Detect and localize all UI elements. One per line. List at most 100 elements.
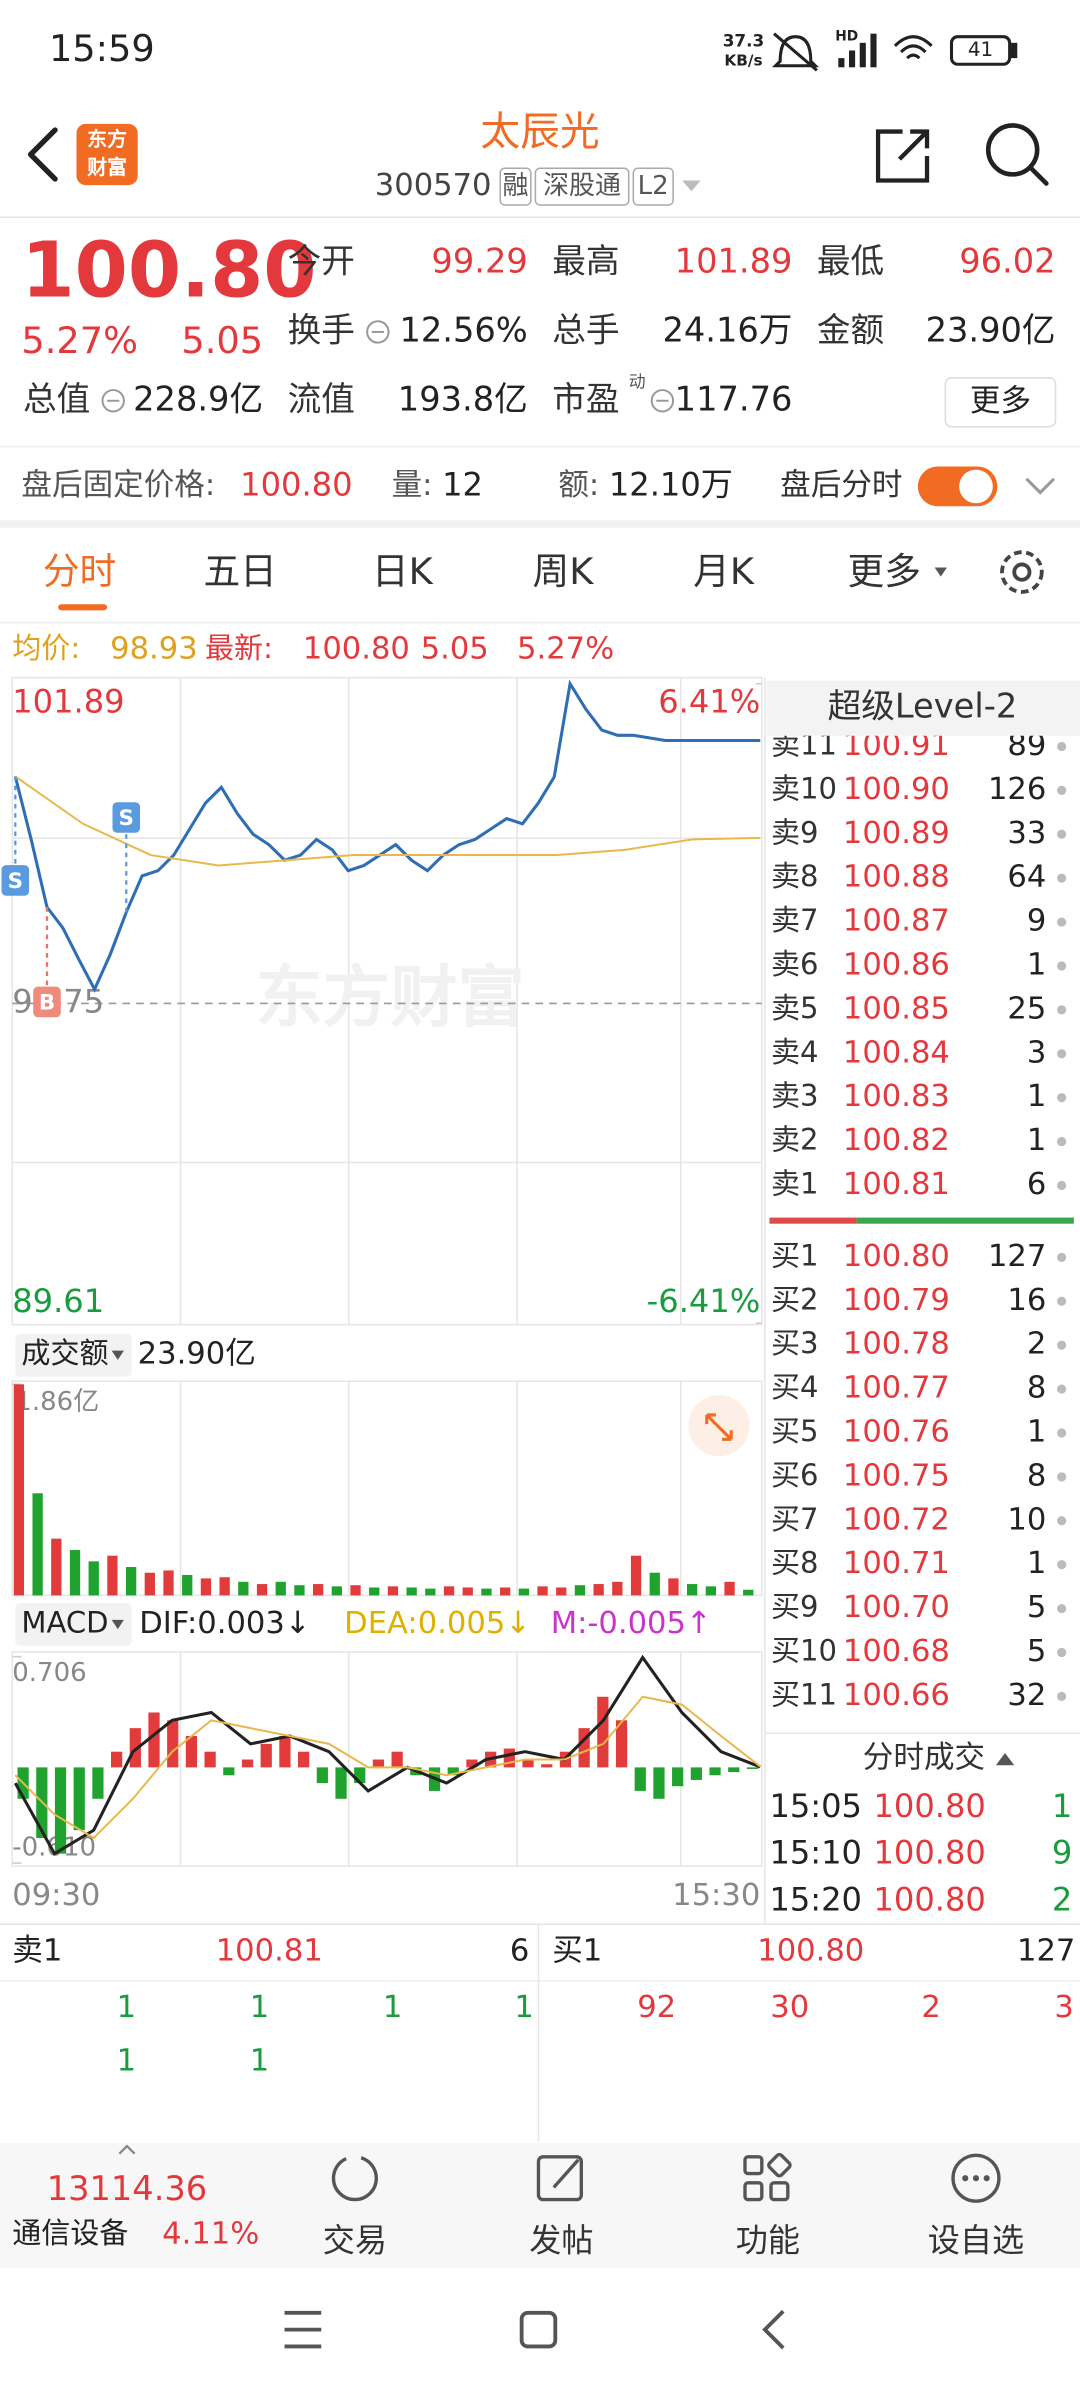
level-volume: 1	[1027, 1414, 1046, 1449]
indicator-name[interactable]: 成交额	[21, 1336, 108, 1370]
level-dot	[1057, 1252, 1067, 1262]
level-price: 100.85	[843, 991, 950, 1026]
macd-bar	[391, 1751, 403, 1768]
tab[interactable]: 五日	[203, 550, 276, 593]
level-price: 100.84	[843, 1035, 950, 1070]
macd-bar	[185, 1735, 198, 1768]
volume-bar	[481, 1588, 492, 1596]
collapse-arrow[interactable]	[995, 1752, 1015, 1766]
info-icon[interactable]	[101, 389, 125, 413]
more-button[interactable]	[944, 377, 1057, 428]
macd-bar	[372, 1759, 385, 1768]
app-logo	[76, 123, 138, 186]
share-button[interactable]	[875, 129, 930, 183]
volume-bar	[668, 1578, 679, 1596]
stock-name: 太辰光	[480, 109, 599, 155]
level-label: 买2	[771, 1282, 819, 1316]
home-button[interactable]	[519, 2310, 558, 2349]
info-icon[interactable]	[366, 320, 390, 344]
sector-name[interactable]: 通信设备	[12, 2216, 128, 2250]
stock-code: 300570	[375, 168, 492, 203]
back-nav-button[interactable]	[762, 2309, 785, 2350]
field-value: 228.9亿	[133, 379, 263, 418]
queue-volume: 127	[1017, 1933, 1075, 1968]
settings-button[interactable]	[1000, 550, 1044, 594]
bottom-button[interactable]: 设自选	[928, 2221, 1024, 2259]
info-icon[interactable]	[650, 389, 675, 413]
level-price: 100.81	[843, 1167, 950, 1202]
search-button[interactable]	[985, 123, 1049, 186]
level-price: 100.89	[843, 816, 950, 851]
dropdown-arrow[interactable]	[682, 180, 701, 192]
trades-title[interactable]: 分时成交	[863, 1741, 985, 1776]
more-label[interactable]: 更多	[970, 384, 1031, 419]
trade-time: 15:10	[769, 1834, 862, 1872]
volume-bar	[312, 1584, 324, 1596]
queue-price: 100.80	[757, 1933, 864, 1968]
volume-bar	[294, 1585, 305, 1596]
back-button[interactable]	[27, 127, 58, 182]
marker-label: S	[8, 869, 23, 894]
trade-marker[interactable]	[112, 802, 141, 833]
change-value: 5.05	[421, 632, 489, 667]
bottom-icons	[331, 2152, 1001, 2203]
bar-handle	[118, 2144, 136, 2155]
after-hours-label: 盘后固定价格:	[21, 468, 215, 503]
net-speed: 37.3	[723, 30, 764, 50]
level-volume: 9	[1027, 904, 1046, 939]
macd-bar	[597, 1696, 609, 1768]
tab[interactable]: 月K	[693, 550, 755, 593]
tab[interactable]: 更多	[847, 550, 920, 593]
tab[interactable]: 周K	[533, 550, 595, 593]
bottom-button[interactable]: 功能	[736, 2221, 800, 2259]
macd-bar	[354, 1767, 366, 1784]
pe-mark: 动	[629, 371, 646, 391]
bottom-button[interactable]: 发帖	[529, 2221, 593, 2259]
series-line	[14, 1695, 761, 1840]
macd-bar	[92, 1767, 104, 1799]
bid-bar	[856, 1217, 1074, 1224]
indicator-name[interactable]: MACD	[21, 1605, 108, 1639]
level-label: 卖2	[771, 1123, 819, 1157]
bottom-button[interactable]: 交易	[323, 2221, 387, 2259]
level-label: 买10	[771, 1633, 837, 1667]
expand-chevron[interactable]	[1025, 477, 1056, 495]
y-tick-label: 0.706	[12, 1658, 86, 1688]
volume-bar	[462, 1587, 473, 1596]
level-volume: 2	[1027, 1327, 1046, 1362]
ask-bar	[769, 1217, 857, 1224]
level-price: 100.86	[843, 947, 950, 982]
macd-bar	[578, 1728, 590, 1768]
y2-tick-label: -6.41%	[647, 1282, 761, 1320]
tab[interactable]: 日K	[372, 550, 434, 593]
macd-bar	[73, 1767, 85, 1831]
index-value[interactable]: 13114.36	[47, 2169, 208, 2208]
after-hours-label: 量:	[392, 468, 433, 503]
series-line	[14, 775, 761, 867]
series-line	[13, 1654, 761, 1856]
indicator-selector[interactable]	[15, 1333, 132, 1377]
indicator-value: 23.90亿	[138, 1337, 256, 1372]
menu-button[interactable]	[284, 2310, 322, 2349]
dropdown-arrow	[934, 567, 947, 577]
macd-bar	[709, 1767, 721, 1776]
field-label: 今开	[288, 242, 355, 281]
level-price: 100.79	[843, 1283, 950, 1318]
volume-bar	[125, 1567, 137, 1596]
indicator-selector[interactable]	[15, 1603, 132, 1646]
level-price: 100.88	[843, 860, 950, 895]
field-label: 总值	[23, 379, 90, 418]
queue-price: 100.81	[216, 1933, 323, 1968]
marker-label: B	[39, 990, 55, 1015]
level-label: 卖7	[771, 903, 819, 937]
trade-marker[interactable]	[1, 865, 30, 896]
queue-order: 3	[1054, 1990, 1073, 2025]
trade-marker[interactable]	[33, 986, 61, 1018]
macd-bar	[111, 1751, 123, 1768]
tab[interactable]: 分时	[43, 550, 116, 593]
level-dot	[1057, 1136, 1067, 1147]
dropdown-arrow	[111, 1619, 124, 1630]
panel-header	[766, 680, 1080, 736]
trades-panel	[766, 1733, 1080, 1923]
queue-order: 1	[117, 1990, 136, 2025]
